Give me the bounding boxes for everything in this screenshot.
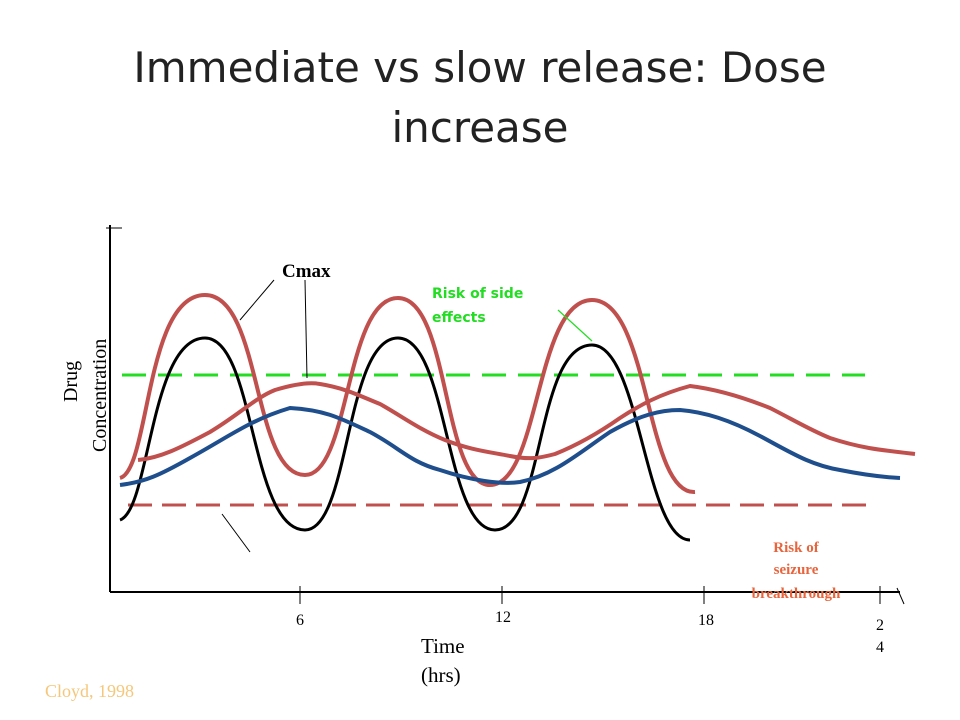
x-tick-label-24-line1: 2 (876, 617, 884, 634)
seizure-label-line1: Risk of (773, 540, 819, 556)
cmax-label: Cmax (282, 261, 331, 282)
x-tick-label-24-line2: 4 (876, 639, 884, 656)
side-effects-label-line1: Risk of side (432, 286, 523, 302)
y-axis-label-line2: Concentration (89, 339, 111, 452)
immediate-release-low-curve (119, 336, 691, 542)
seizure-label-line3: breakthrough (752, 586, 841, 602)
side-effects-pointer-line (557, 309, 593, 342)
citation: Cloyd, 1998 (45, 681, 134, 701)
seizure-label-line2: seizure (774, 562, 819, 578)
x-tick-label: 6 (296, 612, 304, 629)
low-dose-pointer-line (221, 513, 251, 553)
x-axis-label-line2: (hrs) (421, 663, 461, 687)
cmax-pointer-line-2 (304, 279, 308, 379)
x-axis-label-line1: Time (421, 634, 465, 658)
slow-release-high-curve (137, 381, 916, 462)
cmax-pointer-line-1 (239, 279, 275, 321)
x-tick-label: 18 (698, 612, 714, 629)
x-tick-label: 12 (495, 609, 511, 626)
x-axis-arrow (896, 587, 905, 605)
y-axis-label-line1: Drug (60, 361, 82, 402)
slide-title: Immediate vs slow release: Dose increase (133, 43, 827, 152)
slow-release-low-curve (119, 405, 901, 487)
side-effects-label-line2: effects (432, 310, 486, 326)
immediate-release-high-curve (119, 292, 696, 495)
